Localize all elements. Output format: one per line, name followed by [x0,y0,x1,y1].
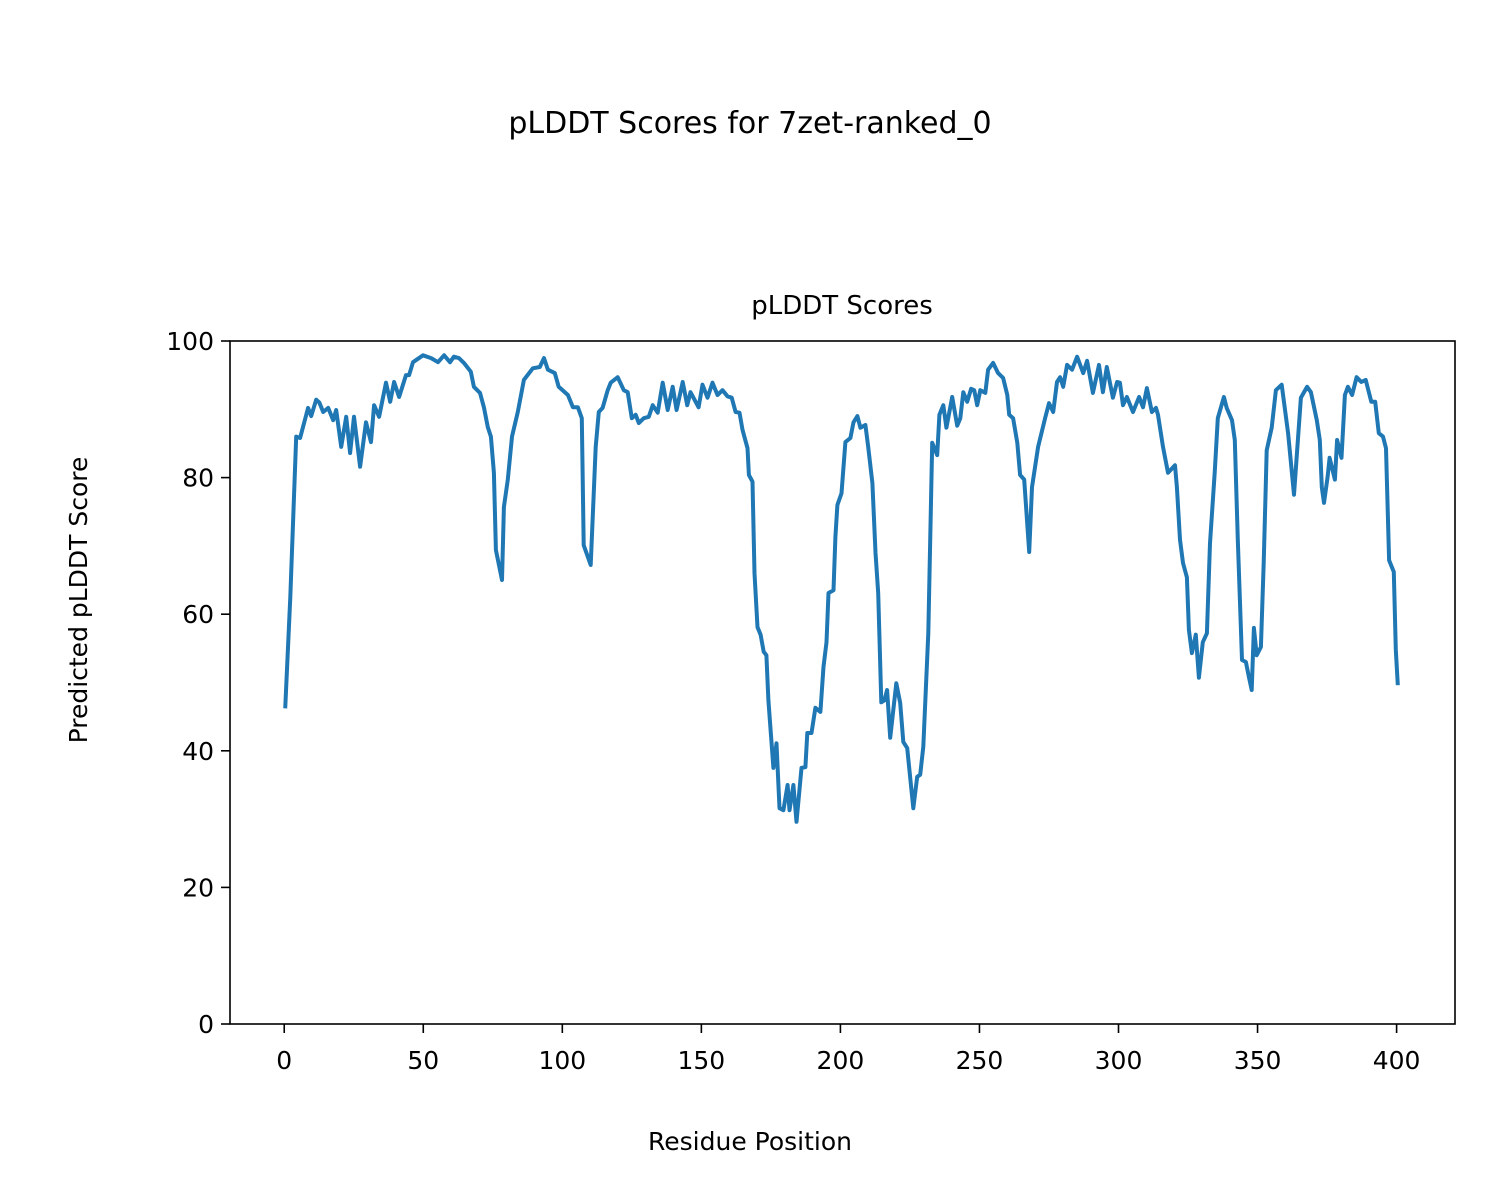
x-tick-label: 300 [1095,1046,1143,1075]
y-axis-label: Predicted pLDDT Score [64,457,93,744]
x-tick-label: 0 [276,1046,292,1075]
x-tick-label: 100 [538,1046,586,1075]
x-tick-label: 200 [817,1046,865,1075]
x-tick-label: 250 [956,1046,1004,1075]
y-tick-label: 100 [166,327,214,356]
figure-title: pLDDT Scores for 7zet-ranked_0 [508,106,991,141]
x-tick-label: 50 [407,1046,439,1075]
plddt-line [283,353,1400,824]
y-tick-label: 60 [182,600,214,629]
y-tick-label: 0 [198,1010,214,1039]
x-tick-label: 350 [1234,1046,1282,1075]
x-axis-label: Residue Position [648,1127,852,1156]
axes-title: pLDDT Scores [751,291,933,321]
plot-frame [229,340,1456,1025]
y-tick-label: 80 [182,464,214,493]
axis-ticks: 0 50 100 150 200 250 300 350 400 0 20 40 60 80 100 [166,327,1420,1075]
y-tick-label: 20 [182,873,214,902]
y-tick-label: 40 [182,737,214,766]
x-tick-label: 150 [678,1046,726,1075]
x-tick-label: 400 [1373,1046,1421,1075]
